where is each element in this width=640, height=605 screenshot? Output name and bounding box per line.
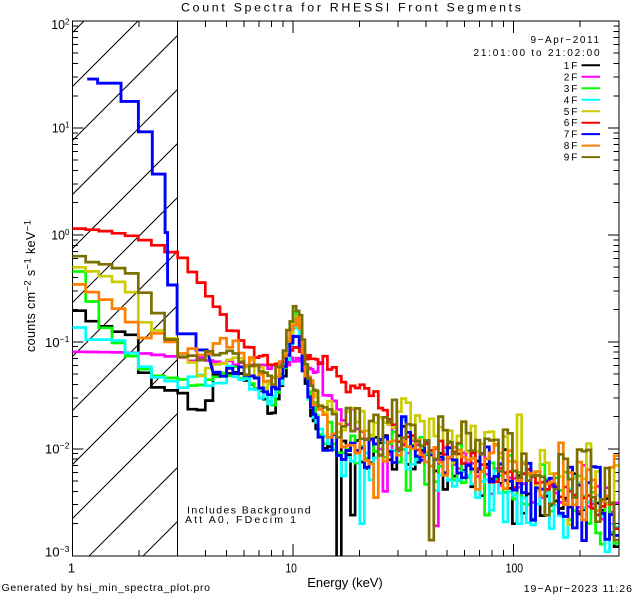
svg-text:counts cm−2 s−1 keV−1: counts cm−2 s−1 keV−1 bbox=[23, 220, 39, 352]
svg-text:1F: 1F bbox=[564, 61, 578, 72]
svg-text:Generated by hsi_min_spectra_p: Generated by hsi_min_spectra_plot.pro bbox=[2, 582, 211, 594]
svg-text:5F: 5F bbox=[564, 107, 578, 118]
svg-text:Att A0, FDecim 1: Att A0, FDecim 1 bbox=[185, 514, 296, 526]
svg-text:Energy (keV): Energy (keV) bbox=[307, 575, 383, 590]
svg-text:9F: 9F bbox=[564, 153, 578, 164]
svg-text:8F: 8F bbox=[564, 141, 578, 152]
svg-text:19−Apr−2023 11:26: 19−Apr−2023 11:26 bbox=[524, 583, 632, 595]
svg-text:21:01:00 to 21:02:00: 21:01:00 to 21:02:00 bbox=[474, 48, 600, 59]
svg-text:6F: 6F bbox=[564, 118, 578, 129]
svg-text:3F: 3F bbox=[564, 84, 578, 95]
svg-text:2F: 2F bbox=[564, 72, 578, 83]
svg-text:7F: 7F bbox=[564, 130, 578, 141]
svg-text:4F: 4F bbox=[564, 95, 578, 106]
svg-text:1: 1 bbox=[68, 561, 75, 576]
svg-text:10: 10 bbox=[285, 561, 297, 576]
svg-text:100: 100 bbox=[506, 561, 524, 576]
svg-text:9−Apr−2011: 9−Apr−2011 bbox=[531, 35, 600, 46]
